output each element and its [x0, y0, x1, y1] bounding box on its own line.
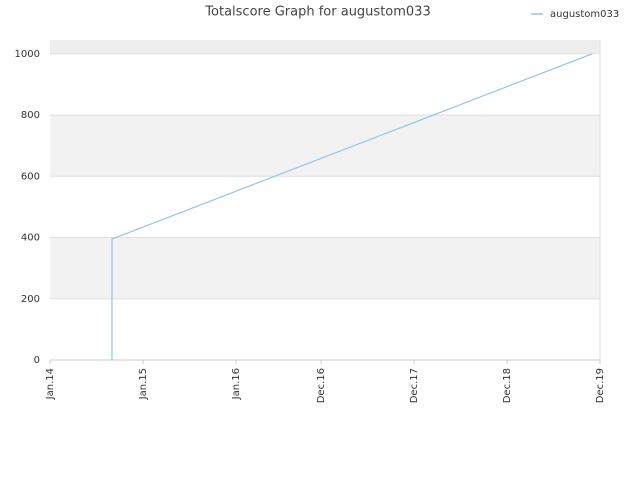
series-line — [111, 53, 593, 360]
x-tick-label: Dec.16 — [316, 368, 327, 403]
y-tick-label: 600 — [21, 171, 40, 182]
y-tick-label: 1000 — [15, 49, 40, 60]
plot-background — [50, 40, 600, 360]
x-tick-label: Jan.14 — [45, 368, 56, 400]
y-tick-label: 0 — [34, 355, 40, 366]
x-tick-label: Dec.19 — [595, 368, 606, 403]
x-tick-label: Dec.17 — [409, 368, 420, 403]
x-tick-label: Jan.16 — [231, 368, 242, 400]
y-tick-label: 200 — [21, 294, 40, 305]
grid-band — [50, 40, 600, 54]
grid-band — [50, 115, 600, 177]
x-tick-label: Jan.15 — [138, 368, 149, 400]
y-tick-label: 400 — [21, 233, 40, 244]
chart-title: Totalscore Graph for augustom033 — [204, 5, 430, 20]
y-tick-label: 800 — [21, 110, 40, 121]
grid-band — [50, 237, 600, 299]
x-tick-label: Dec.18 — [502, 368, 513, 403]
legend-label: augustom033 — [550, 9, 619, 20]
